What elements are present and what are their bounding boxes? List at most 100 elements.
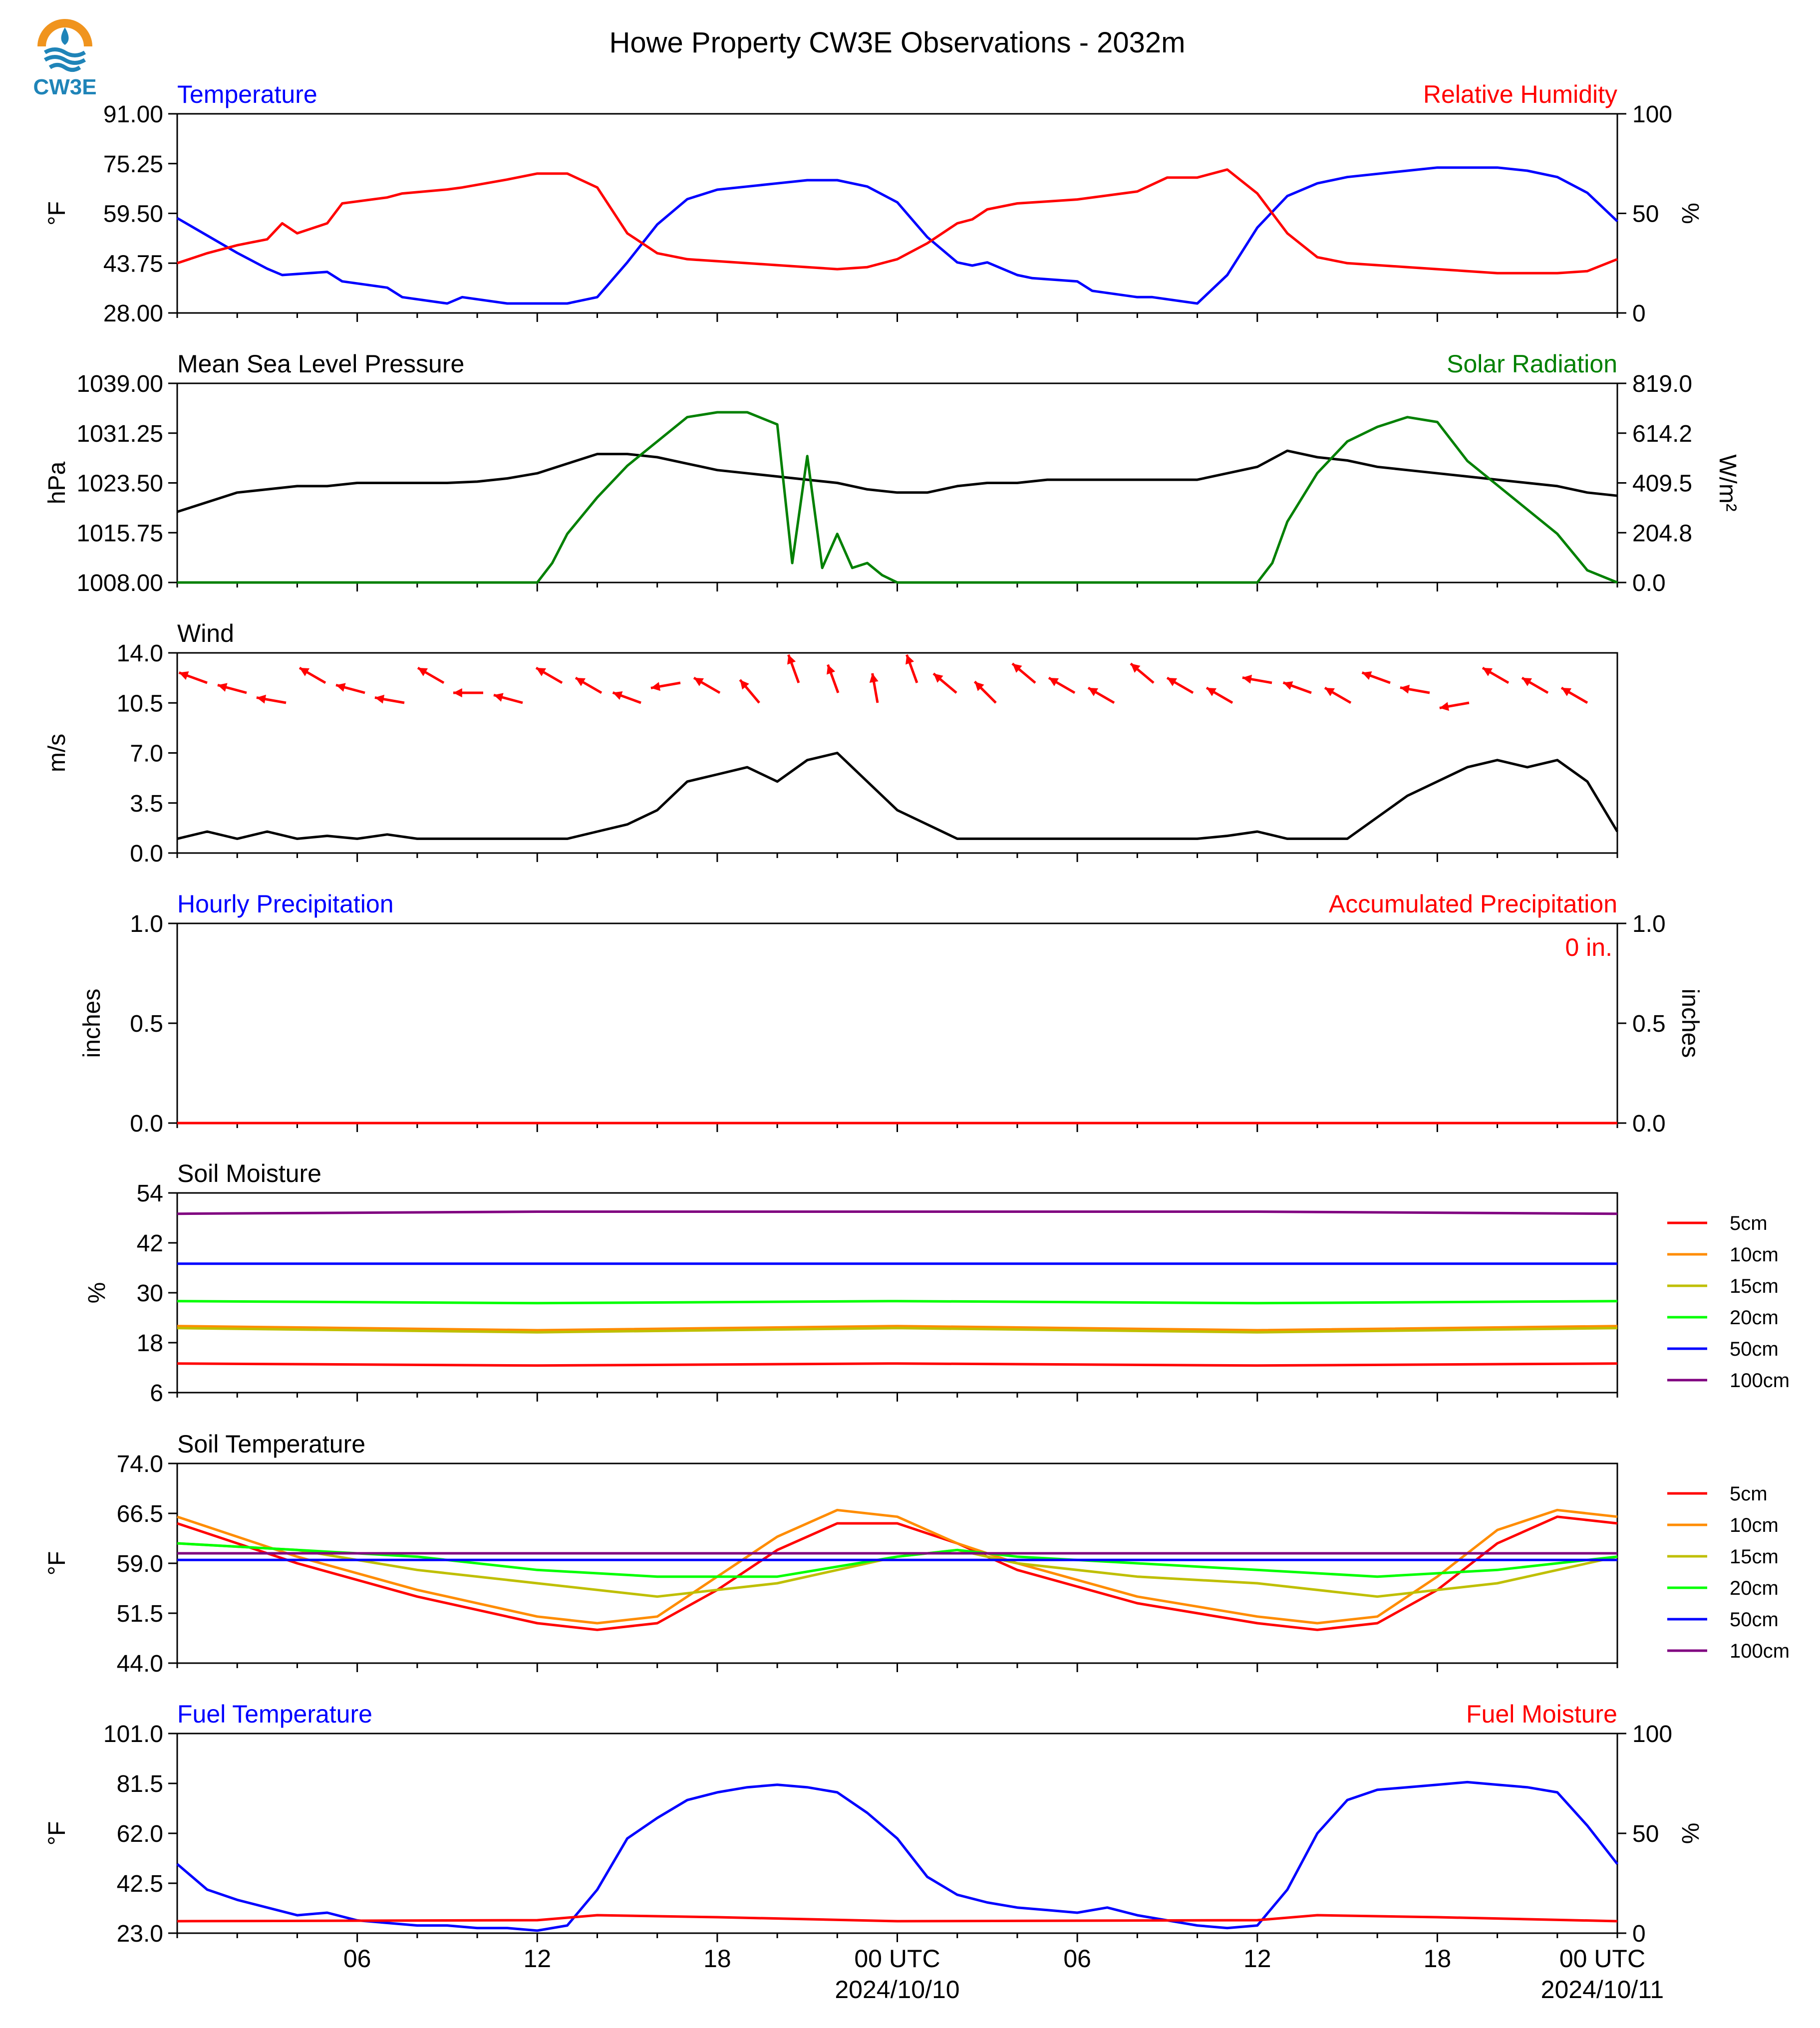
x-tick-label: 12: [523, 1945, 551, 1973]
soil_temp-legend-label: 5cm: [1730, 1483, 1768, 1505]
logo-text: CW3E: [33, 75, 97, 99]
pressure_solar-ytick-label: 1023.50: [76, 471, 163, 497]
temp_rh-y2tick-label: 100: [1632, 101, 1672, 128]
wind-arrowhead: [418, 668, 428, 676]
soil_moisture-legend-label: 100cm: [1730, 1370, 1790, 1392]
soil_temp-series-line: [177, 1508, 1618, 1625]
pressure_solar-ytick-label: 1008.00: [76, 570, 163, 596]
wind-arrowhead: [694, 678, 704, 686]
soil_moisture-series-line: [177, 1327, 1618, 1334]
fuel-ytick-label: 81.5: [117, 1771, 163, 1797]
soil_moisture-left-title: Soil Moisture: [177, 1159, 321, 1187]
soil_temp-legend-label: 20cm: [1730, 1577, 1779, 1599]
fuel-right-title: Fuel Moisture: [1466, 1700, 1617, 1728]
soil_temp-ytick-label: 74.0: [117, 1451, 163, 1477]
temp_rh-y2tick-label: 0: [1632, 300, 1646, 327]
x-tick-label: 06: [343, 1945, 371, 1973]
precip-right-title: Accumulated Precipitation: [1329, 890, 1617, 918]
wind-arrowhead: [1283, 681, 1293, 690]
x-date-label: 2024/10/10: [835, 1976, 959, 2004]
x-tick-label: 00 UTC: [1559, 1945, 1645, 1973]
pressure_solar-y2tick-label: 409.5: [1632, 471, 1692, 497]
wind-arrowhead: [453, 688, 462, 698]
fuel-axes-frame: [176, 1733, 1618, 1934]
cw3e-logo: [27, 17, 102, 102]
temp_rh-ytick-label: 59.50: [103, 201, 163, 228]
cw3e-logo-icon: [37, 19, 92, 74]
soil_moisture-series-line: [177, 1325, 1618, 1332]
fuel-ylabel: °F: [44, 1821, 70, 1846]
precip-ylabel: inches: [79, 989, 105, 1058]
wind-arrowhead: [1012, 663, 1022, 673]
precip-y2label: inches: [1677, 989, 1703, 1058]
wind-arrowhead: [1088, 688, 1099, 696]
soil_moisture-ytick-label: 42: [137, 1230, 163, 1257]
temp_rh-y2tick-label: 50: [1632, 201, 1659, 228]
wind-left-title: Wind: [177, 619, 234, 647]
temp_rh-series-line: [177, 168, 1618, 275]
temp_rh-axes-frame: [176, 113, 1618, 314]
soil_moisture-legend-label: 50cm: [1730, 1338, 1779, 1360]
soil_temp-left-title: Soil Temperature: [177, 1430, 365, 1458]
wind-arrowhead: [256, 694, 267, 704]
temp_rh-ytick-label: 28.00: [103, 300, 163, 327]
wind-arrowhead: [1242, 674, 1252, 684]
pressure_solar-y2tick-label: 819.0: [1632, 371, 1692, 397]
soil_temp-ytick-label: 44.0: [117, 1651, 163, 1677]
soil_moisture-ytick-label: 54: [137, 1180, 163, 1207]
soil_moisture-legend-label: 10cm: [1730, 1244, 1779, 1266]
x-tick-label: 18: [1424, 1945, 1452, 1973]
wind-arrowhead: [612, 691, 623, 700]
pressure_solar-y2label: W/m²: [1714, 454, 1741, 512]
soil_moisture-series-line: [177, 1300, 1618, 1305]
wind-ytick-label: 14.0: [117, 640, 163, 667]
wind-arrowhead: [974, 681, 984, 691]
wind-ytick-label: 3.5: [130, 791, 163, 817]
wind-arrowhead: [336, 683, 346, 692]
pressure_solar-y2tick-label: 204.8: [1632, 520, 1692, 547]
fuel-left-title: Fuel Temperature: [177, 1700, 372, 1728]
soil_temp-legend-label: 100cm: [1730, 1640, 1790, 1662]
wind-arrowhead: [218, 683, 228, 692]
fuel-y2tick-label: 0: [1632, 1921, 1646, 1947]
wind-arrowhead: [1400, 684, 1410, 694]
x-tick-label: 06: [1063, 1945, 1091, 1973]
x-date-label: 2024/10/11: [1541, 1976, 1664, 2004]
pressure_solar-series-line: [177, 449, 1618, 513]
wind-arrowhead: [1483, 668, 1493, 676]
precip-y2tick-label: 0.0: [1632, 1111, 1666, 1137]
soil_temp-series-line: [177, 1515, 1618, 1631]
temp_rh-right-title: Relative Humidity: [1423, 80, 1617, 108]
x-tick-label: 12: [1243, 1945, 1271, 1973]
soil_temp-legend-label: 50cm: [1730, 1609, 1779, 1631]
wind-arrowhead: [1167, 678, 1178, 686]
temp_rh-y2label: %: [1677, 203, 1703, 224]
wind-arrowhead: [827, 664, 836, 675]
pressure_solar-right-title: Solar Radiation: [1447, 350, 1617, 378]
pressure_solar-ytick-label: 1015.75: [76, 520, 163, 547]
wind-arrowhead: [933, 673, 943, 683]
pressure_solar-y2tick-label: 0.0: [1632, 570, 1666, 596]
figure-title: Howe Property CW3E Observations - 2032m: [609, 26, 1186, 59]
soil_temp-ytick-label: 66.5: [117, 1501, 163, 1527]
fuel-y2label: %: [1677, 1823, 1703, 1844]
precip-ytick-label: 0.0: [130, 1111, 163, 1137]
temp_rh-left-title: Temperature: [177, 80, 317, 108]
pressure_solar-series-line: [177, 411, 1618, 584]
soil_moisture-legend-label: 5cm: [1730, 1212, 1768, 1234]
wind-arrowhead: [1561, 688, 1572, 696]
soil_moisture-ytick-label: 30: [137, 1280, 163, 1307]
temp_rh-ytick-label: 75.25: [103, 151, 163, 178]
wind-arrowhead: [1325, 688, 1335, 696]
wind-arrowhead: [576, 678, 586, 686]
pressure_solar-ylabel: hPa: [44, 461, 70, 504]
wind-arrowhead: [536, 668, 547, 676]
wind-arrowhead: [650, 682, 661, 691]
wind-arrowhead: [1049, 678, 1059, 686]
fuel-y2tick-label: 100: [1632, 1721, 1672, 1747]
fuel-series-line: [177, 1914, 1618, 1923]
pressure_solar-ytick-label: 1039.00: [76, 371, 163, 397]
wind-arrowhead: [1207, 688, 1217, 696]
wind-arrowhead: [906, 654, 914, 665]
